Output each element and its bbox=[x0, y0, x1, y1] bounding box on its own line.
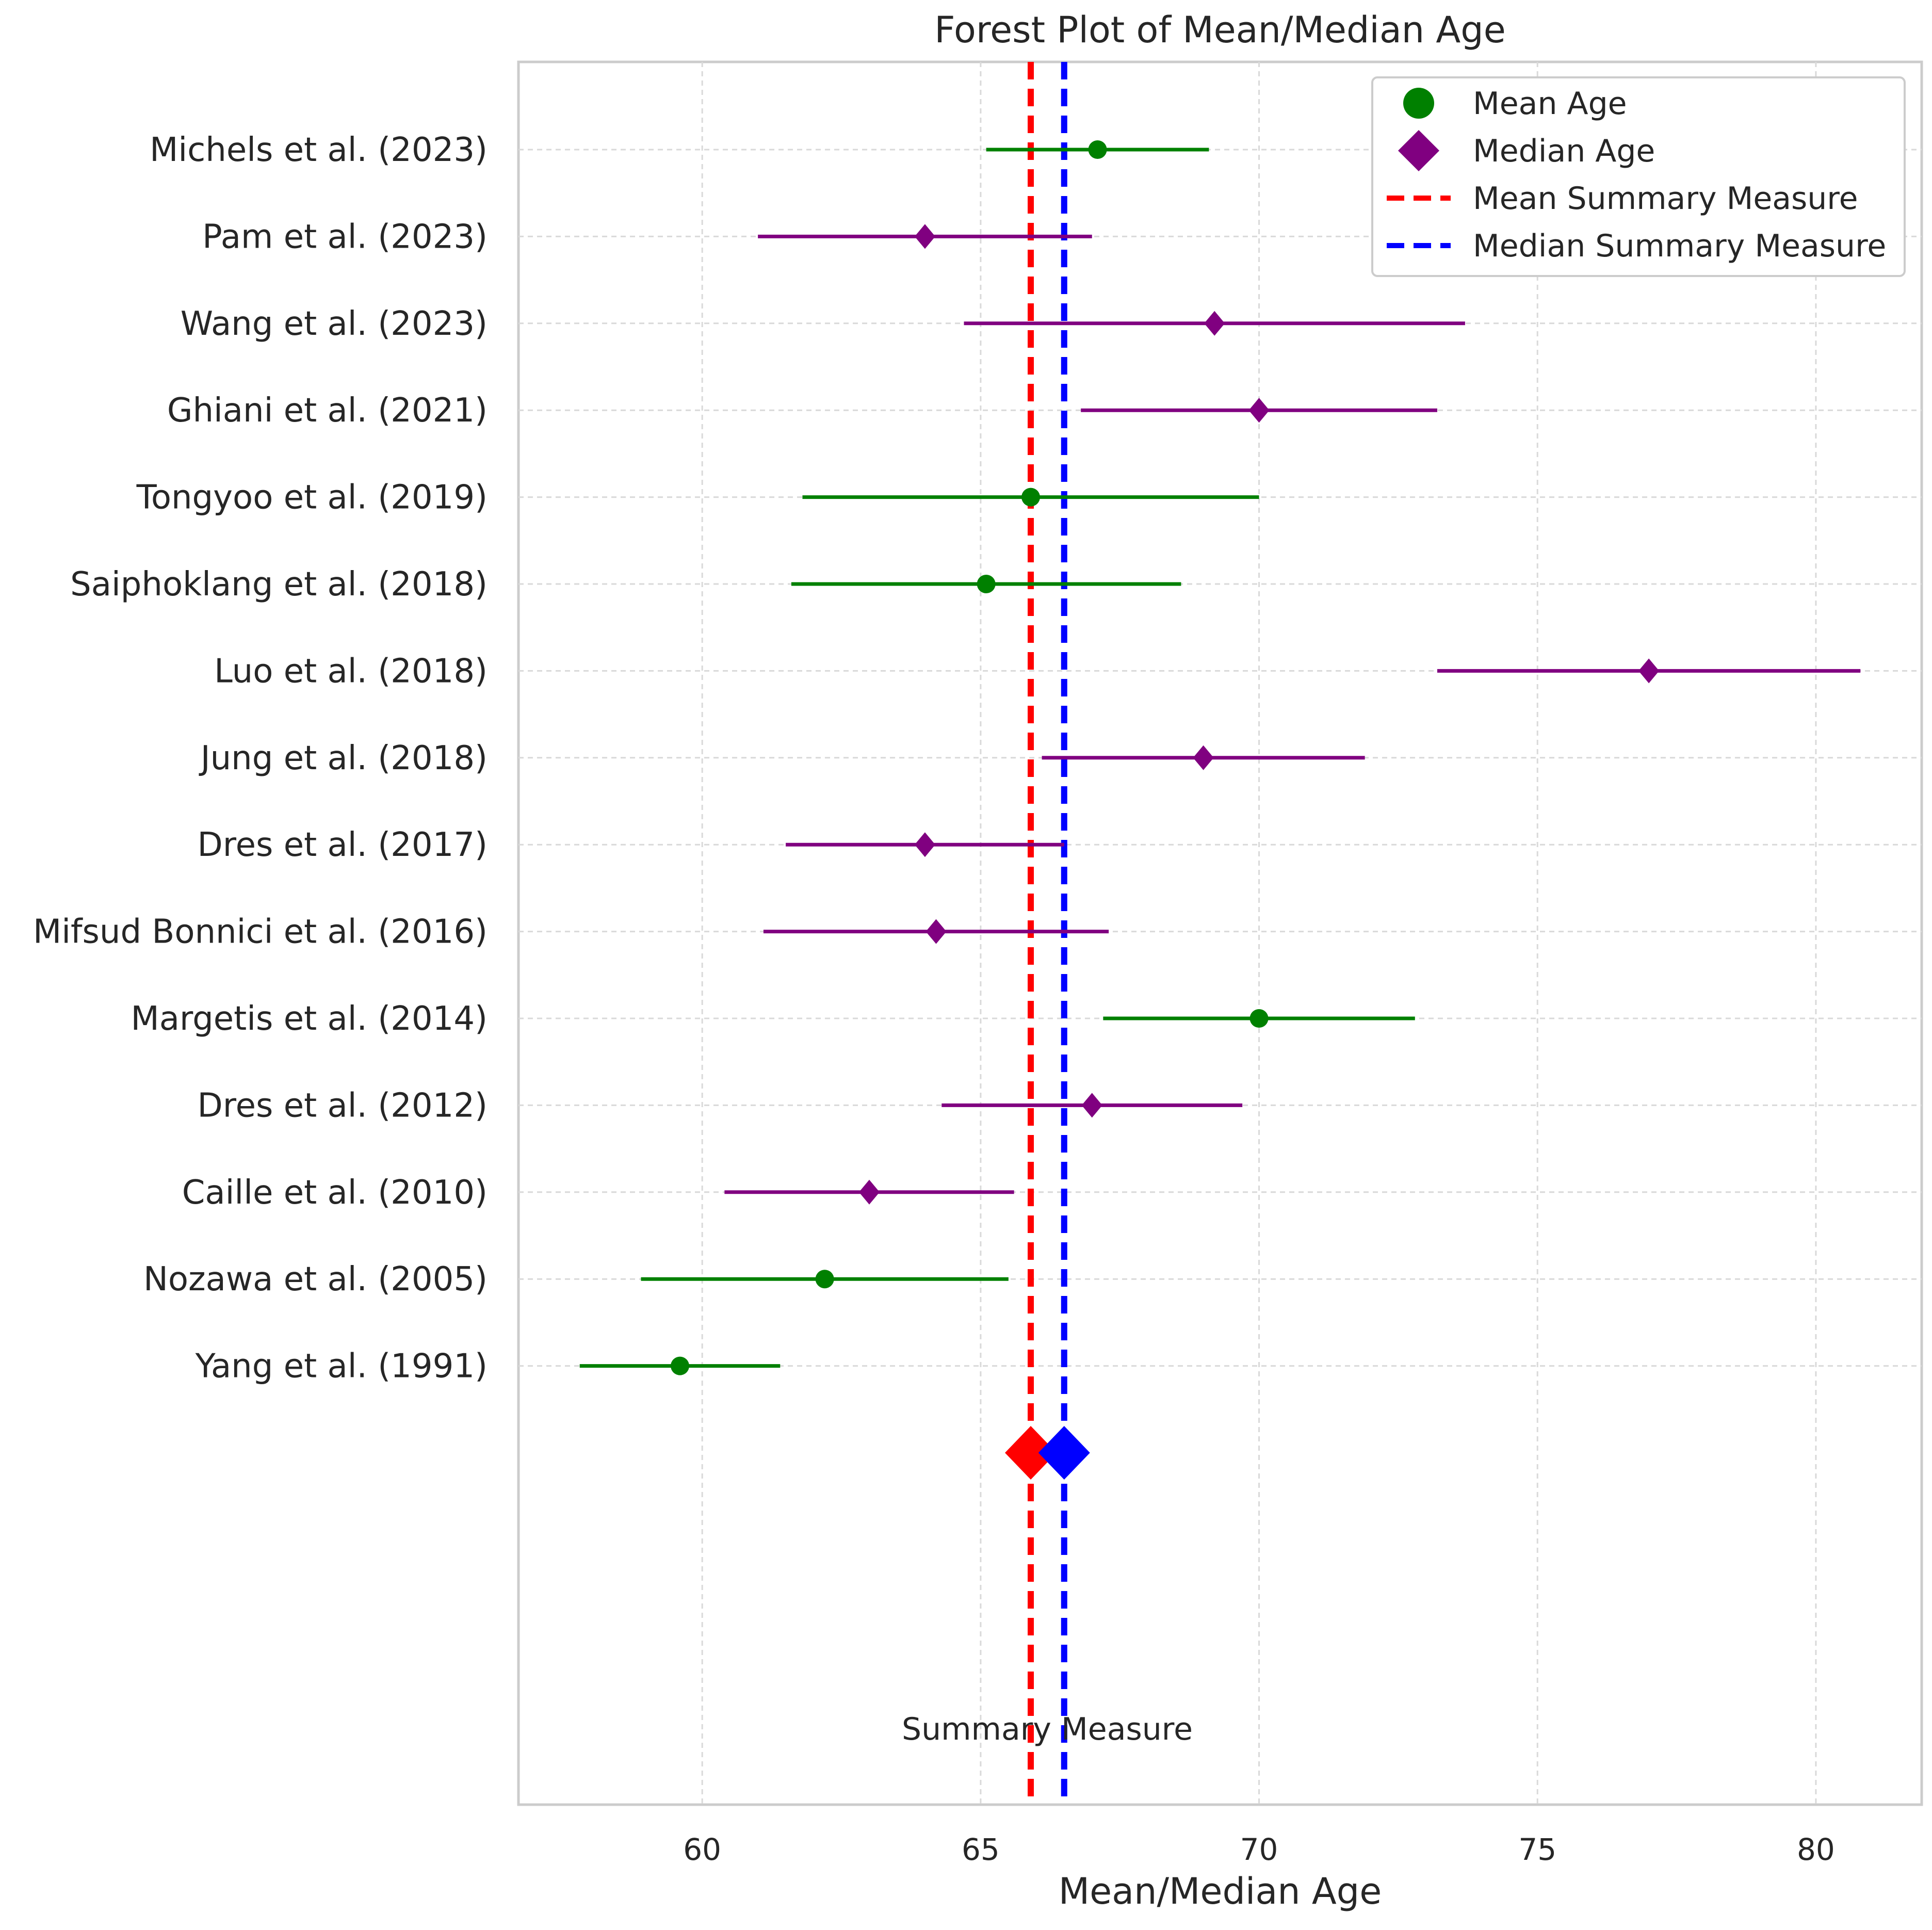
study-label: Luo et al. (2018) bbox=[214, 652, 488, 690]
study-labels: Michels et al. (2023) Pam et al. (2023) Wa… bbox=[33, 131, 488, 1386]
study-label: Tongyoo et al. (2019) bbox=[136, 479, 488, 517]
study-label: Margetis et al. (2014) bbox=[131, 1000, 488, 1038]
legend-mean-marker bbox=[1403, 88, 1434, 119]
mean-summary-diamond bbox=[1005, 1426, 1057, 1480]
x-axis-ticks: 60 65 70 75 80 bbox=[683, 1832, 1835, 1867]
median-point bbox=[1638, 658, 1660, 684]
mean-point bbox=[815, 1270, 834, 1289]
study-label: Dres et al. (2012) bbox=[197, 1086, 488, 1125]
x-axis-label: Mean/Median Age bbox=[1059, 1870, 1382, 1912]
mean-point bbox=[977, 575, 996, 593]
median-summary-diamond bbox=[1038, 1426, 1090, 1480]
legend-label: Mean Summary Measure bbox=[1473, 181, 1858, 217]
study-label: Ghiani et al. (2021) bbox=[167, 392, 488, 430]
median-point bbox=[926, 919, 947, 944]
x-tick-label: 60 bbox=[683, 1832, 721, 1867]
study-label: Jung et al. (2018) bbox=[199, 739, 488, 777]
study-label: Dres et al. (2017) bbox=[197, 826, 488, 864]
plot-background bbox=[517, 60, 1923, 1806]
legend-box bbox=[1371, 76, 1906, 277]
median-point bbox=[1081, 1093, 1102, 1118]
legend-label: Mean Age bbox=[1473, 86, 1627, 122]
legend: Mean Age Median Age Mean Summary Measure Me… bbox=[1371, 76, 1906, 277]
study-label: Nozawa et al. (2005) bbox=[143, 1260, 488, 1299]
mean-point bbox=[671, 1356, 690, 1375]
legend-label: Median Summary Measure bbox=[1473, 228, 1886, 264]
median-point bbox=[1204, 311, 1225, 336]
x-tick-label: 75 bbox=[1518, 1832, 1556, 1867]
x-tick-label: 65 bbox=[962, 1832, 1000, 1867]
study-label: Yang et al. (1991) bbox=[195, 1348, 488, 1386]
study-label: Mifsud Bonnici et al. (2016) bbox=[33, 913, 488, 951]
summary-diamonds bbox=[1005, 1426, 1090, 1480]
x-tick-label: 70 bbox=[1240, 1832, 1278, 1867]
study-markers bbox=[671, 140, 1660, 1375]
study-label: Pam et al. (2023) bbox=[202, 218, 488, 256]
median-point bbox=[914, 832, 935, 857]
mean-point bbox=[1088, 140, 1107, 159]
median-point bbox=[859, 1179, 880, 1205]
legend-median-marker bbox=[1398, 130, 1439, 171]
study-label: Caille et al. (2010) bbox=[182, 1174, 488, 1212]
median-point bbox=[1248, 398, 1270, 423]
median-point bbox=[914, 224, 935, 249]
x-tick-label: 80 bbox=[1797, 1832, 1835, 1867]
chart-title: Forest Plot of Mean/Median Age bbox=[934, 9, 1506, 51]
study-label: Wang et al. (2023) bbox=[181, 305, 488, 343]
mean-point bbox=[1021, 488, 1041, 507]
summary-annotation: Summary Measure bbox=[902, 1711, 1193, 1747]
median-point bbox=[1193, 745, 1214, 770]
legend-label: Median Age bbox=[1473, 133, 1655, 169]
study-label: Saiphoklang et al. (2018) bbox=[70, 565, 488, 604]
study-label: Michels et al. (2023) bbox=[150, 131, 488, 169]
mean-point bbox=[1249, 1009, 1269, 1028]
